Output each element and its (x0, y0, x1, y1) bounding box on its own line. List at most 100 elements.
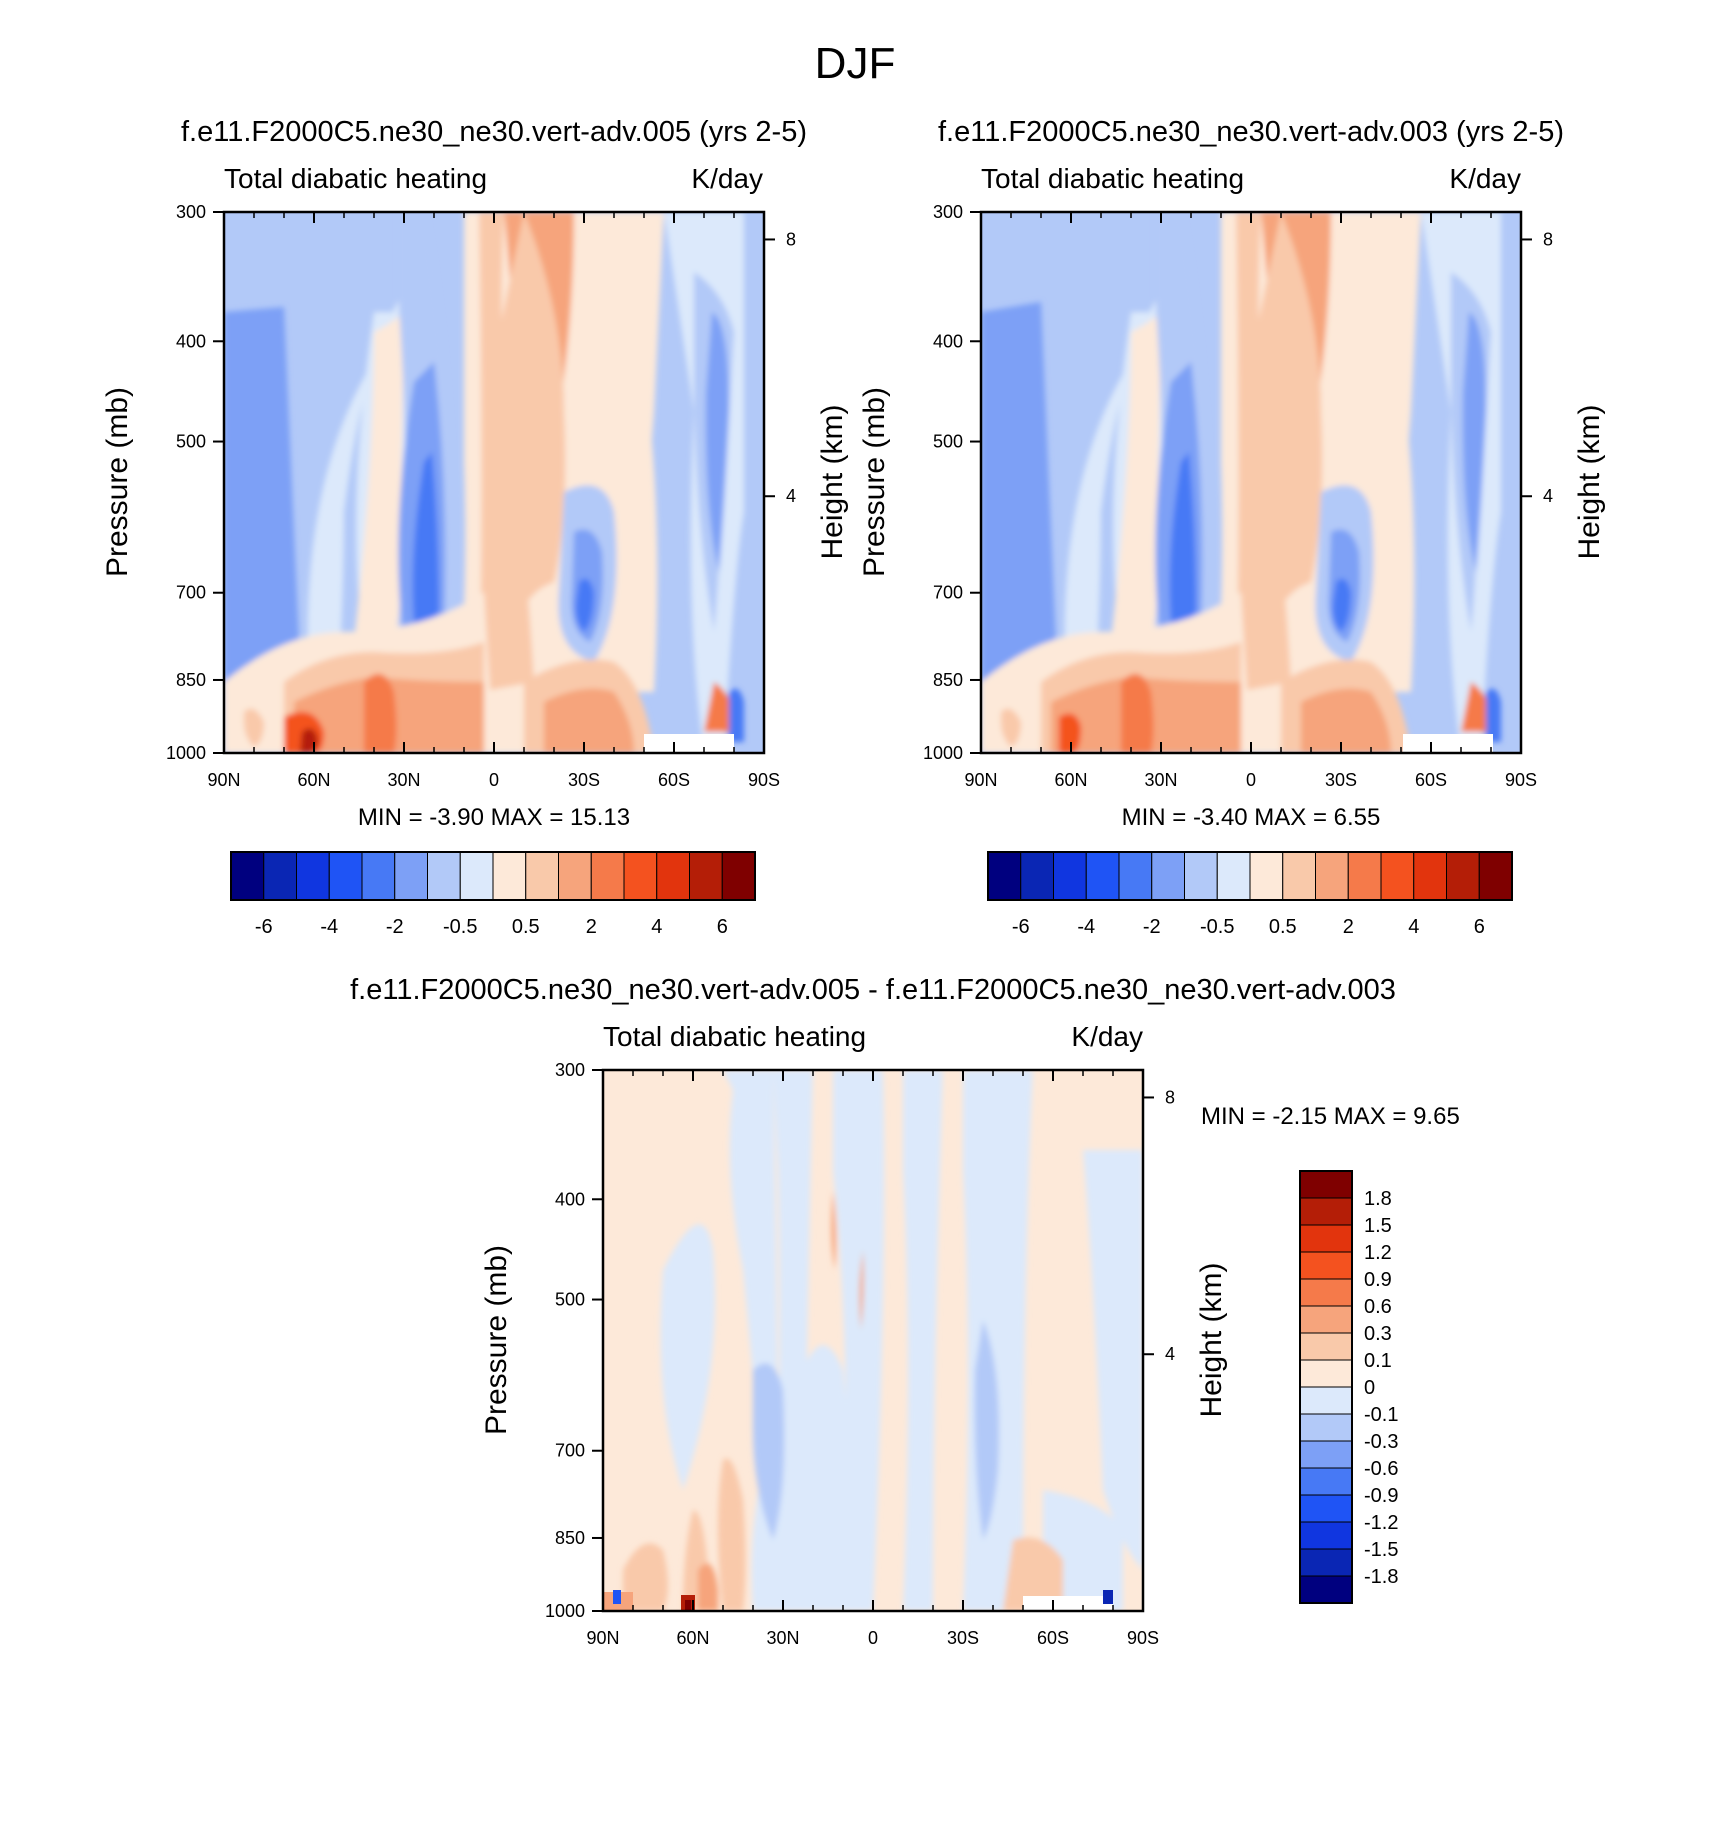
colorbar-box (328, 851, 363, 901)
x-tick-label: 90N (964, 770, 997, 790)
height-tick-label: 8 (1543, 229, 1553, 249)
colorbar-box (1299, 1224, 1353, 1253)
colorbar-box (459, 851, 494, 901)
colorbar-box (590, 851, 625, 901)
colorbar-box (1299, 1278, 1353, 1307)
height-tick-label: 4 (1543, 486, 1553, 506)
x-tick-label: 60N (676, 1628, 709, 1648)
height-tick-label: 4 (1165, 1344, 1175, 1364)
colorbar-box (1446, 851, 1480, 901)
colorbar-box (1299, 1548, 1353, 1577)
panel-3-ylabel-right: Height (km) (1195, 1262, 1228, 1417)
panel-1-field (222, 210, 766, 755)
panel-2-stats: MIN = -3.40 MAX = 6.55 (1122, 804, 1381, 831)
colorbar-box (1184, 851, 1218, 901)
y-tick-label: 400 (176, 331, 206, 351)
colorbar-box (558, 851, 592, 901)
colorbar-label: 6 (1474, 916, 1485, 938)
panel-3-axes: 90N 60N 30N 0 30S 60S 90S 300 400 500 700 850 1000 8 4 (545, 1060, 1175, 1648)
panel-2-left-string: Total diabatic heating (981, 163, 1244, 194)
panel-3-stats: MIN = -2.15 MAX = 9.65 (1201, 1103, 1460, 1130)
panel-3-title: f.e11.F2000C5.ne30_ne30.vert-adv.005 - f… (350, 974, 1396, 1006)
colorbar-label: -0.9 (1364, 1485, 1398, 1507)
colorbar-label: 0.3 (1364, 1323, 1392, 1345)
x-tick-label: 30S (947, 1628, 979, 1648)
panel-2: f.e11.F2000C5.ne30_ne30.vert-adv.003 (yr… (858, 116, 1606, 938)
colorbar-box (361, 851, 396, 901)
figure-title: DJF (815, 39, 896, 88)
x-tick-label: 60S (1415, 770, 1447, 790)
colorbar-label: -1.5 (1364, 1539, 1398, 1561)
y-tick-label: 1000 (166, 743, 206, 763)
panel-1-left-string: Total diabatic heating (224, 163, 487, 194)
colorbar-box (1118, 851, 1153, 901)
colorbar-label: 0.9 (1364, 1269, 1392, 1291)
panel-1-axes: 90N 60N 30N 0 30S 60S 90S 300 400 500 700 850 1000 8 4 (166, 202, 796, 790)
x-tick-label: 60N (1054, 770, 1087, 790)
panel-1-ylabel: Pressure (mb) (101, 387, 134, 577)
colorbar-box (623, 851, 658, 901)
colorbar-box (1299, 1386, 1353, 1415)
colorbar-box (525, 851, 559, 901)
colorbar-box (721, 851, 756, 901)
colorbar-label: -2 (1143, 916, 1161, 938)
colorbar-label: 4 (1408, 916, 1419, 938)
x-tick-label: 60N (297, 770, 330, 790)
colorbar-box (1299, 1305, 1353, 1334)
colorbar-outline (230, 851, 756, 901)
y-tick-label: 300 (176, 202, 206, 222)
y-tick-label: 850 (555, 1528, 585, 1548)
colorbar-box (1151, 851, 1185, 901)
height-tick-label: 8 (786, 229, 796, 249)
y-tick-label: 850 (933, 670, 963, 690)
colorbar-label: -4 (1077, 916, 1095, 938)
colorbar-box (1299, 1521, 1353, 1550)
panel-1-ylabel-right: Height (km) (816, 404, 849, 559)
x-tick-label: 30N (766, 1628, 799, 1648)
colorbar-label: -1.8 (1364, 1566, 1398, 1588)
x-tick-label: 90S (1127, 1628, 1159, 1648)
panel-3-left-string: Total diabatic heating (603, 1021, 866, 1052)
panel-1-title: f.e11.F2000C5.ne30_ne30.vert-adv.005 (yr… (181, 116, 807, 148)
y-tick-label: 400 (933, 331, 963, 351)
colorbar-box (1299, 1440, 1353, 1469)
colorbar-outline (1299, 1170, 1353, 1604)
colorbar-box (296, 851, 330, 901)
panel-2-ylabel: Pressure (mb) (858, 387, 891, 577)
colorbar-box (427, 851, 461, 901)
colorbar-label: -0.1 (1364, 1404, 1398, 1426)
x-tick-label: 90S (1505, 770, 1537, 790)
colorbar-label: 2 (586, 916, 597, 938)
colorbar-label: -0.3 (1364, 1431, 1398, 1453)
colorbar-box (689, 851, 723, 901)
x-tick-label: 90N (207, 770, 240, 790)
colorbar-box (1085, 851, 1120, 901)
colorbar-outline (987, 851, 1513, 901)
colorbar-box (1020, 851, 1054, 901)
colorbar-box (1380, 851, 1415, 901)
x-tick-label: 30S (1325, 770, 1357, 790)
colorbar-box (1299, 1575, 1353, 1604)
y-tick-label: 500 (555, 1290, 585, 1310)
colorbar-box (1315, 851, 1349, 901)
axes-ticks: 90N 60N 30N 0 30S 60S 90S300400500700850100084… (166, 202, 1553, 1648)
colorbar-box (1478, 851, 1513, 901)
colorbar-label: 4 (651, 916, 662, 938)
panel-3: f.e11.F2000C5.ne30_ne30.vert-adv.005 - f… (350, 974, 1460, 1613)
panel-2-title: f.e11.F2000C5.ne30_ne30.vert-adv.003 (yr… (938, 116, 1564, 148)
colorbar-box (263, 851, 297, 901)
colorbar-label: 6 (717, 916, 728, 938)
colorbar-box (1299, 1494, 1353, 1523)
colorbar-box (492, 851, 527, 901)
colorbar-box (1299, 1413, 1353, 1442)
colorbar-box (1249, 851, 1284, 901)
colorbar-box (1299, 1332, 1353, 1361)
panel-2-colorbar: -6 -4 -2 -0.5 0.5 2 4 6 (987, 851, 1513, 938)
colorbar-label: -0.6 (1364, 1458, 1398, 1480)
colorbar-box (656, 851, 690, 901)
x-tick-label: 90N (586, 1628, 619, 1648)
colorbar-label: -4 (320, 916, 338, 938)
colorbar-box (987, 851, 1022, 901)
colorbar-box (1216, 851, 1251, 901)
